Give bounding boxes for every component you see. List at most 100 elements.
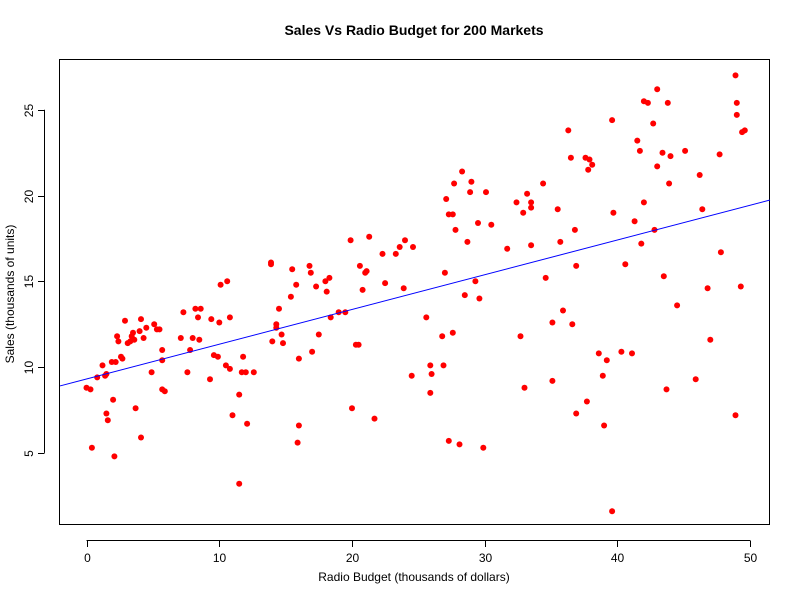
data-point bbox=[268, 259, 274, 266]
data-point bbox=[549, 319, 556, 326]
data-point bbox=[638, 240, 645, 247]
data-point bbox=[294, 439, 301, 446]
data-point bbox=[704, 285, 711, 292]
data-point bbox=[528, 242, 535, 249]
x-axis: 0 10 20 30 40 50 bbox=[84, 540, 757, 565]
data-point bbox=[242, 369, 249, 376]
x-tick-label: 20 bbox=[346, 551, 360, 565]
data-point bbox=[560, 307, 566, 314]
data-point bbox=[280, 340, 286, 347]
data-point bbox=[244, 420, 251, 427]
data-point bbox=[112, 359, 119, 365]
data-point bbox=[250, 369, 257, 376]
data-point bbox=[196, 336, 203, 343]
data-point bbox=[472, 278, 479, 285]
data-point bbox=[737, 283, 744, 290]
data-point bbox=[674, 302, 681, 309]
x-tick-label: 30 bbox=[479, 551, 493, 565]
data-point bbox=[224, 278, 231, 285]
data-point bbox=[445, 437, 452, 444]
data-point bbox=[573, 262, 580, 269]
data-point bbox=[326, 274, 333, 281]
data-point bbox=[130, 329, 136, 336]
data-point bbox=[504, 245, 511, 252]
data-point bbox=[226, 365, 233, 372]
data-point bbox=[136, 328, 143, 335]
data-point bbox=[184, 369, 191, 376]
data-point bbox=[189, 335, 196, 341]
data-point bbox=[475, 220, 481, 226]
data-point bbox=[480, 444, 487, 451]
data-point bbox=[528, 204, 535, 211]
data-point bbox=[569, 321, 576, 328]
data-point bbox=[634, 137, 641, 144]
data-point bbox=[138, 316, 144, 323]
data-point bbox=[143, 324, 150, 331]
data-point bbox=[356, 262, 363, 269]
data-point bbox=[654, 86, 661, 93]
data-point bbox=[410, 244, 416, 250]
data-point bbox=[583, 398, 590, 405]
data-point bbox=[459, 168, 466, 175]
data-point bbox=[306, 262, 313, 269]
data-point bbox=[571, 226, 578, 233]
data-point bbox=[180, 309, 187, 316]
data-point bbox=[322, 278, 329, 285]
data-point bbox=[513, 199, 520, 206]
data-point bbox=[119, 355, 126, 362]
data-points bbox=[83, 72, 748, 515]
data-point bbox=[156, 326, 163, 333]
data-point bbox=[483, 189, 489, 196]
data-point bbox=[347, 237, 354, 244]
data-point bbox=[618, 348, 625, 355]
data-point bbox=[192, 305, 199, 312]
data-point bbox=[207, 376, 213, 383]
data-point bbox=[636, 147, 643, 154]
data-point bbox=[427, 389, 434, 396]
data-point bbox=[520, 209, 527, 216]
data-point bbox=[461, 292, 468, 299]
data-point bbox=[589, 161, 596, 168]
plot-frame bbox=[59, 59, 770, 525]
data-point bbox=[549, 377, 556, 384]
data-point bbox=[696, 172, 703, 178]
data-point bbox=[295, 355, 302, 362]
data-point bbox=[278, 331, 285, 338]
data-point bbox=[111, 453, 118, 460]
data-point bbox=[601, 422, 608, 429]
data-point bbox=[293, 281, 300, 288]
data-point bbox=[629, 350, 635, 357]
y-axis-label: Sales (thousands of units) bbox=[3, 225, 17, 364]
data-point bbox=[640, 199, 647, 206]
data-point bbox=[349, 405, 355, 412]
data-point bbox=[565, 127, 572, 134]
data-point bbox=[148, 369, 155, 376]
regression-line bbox=[59, 199, 771, 387]
data-point bbox=[664, 99, 671, 106]
data-point bbox=[214, 353, 221, 360]
data-point bbox=[236, 391, 243, 398]
data-point bbox=[599, 372, 606, 379]
data-point bbox=[666, 180, 673, 187]
data-point bbox=[644, 99, 651, 106]
data-point bbox=[287, 293, 294, 300]
data-point bbox=[208, 316, 215, 323]
data-point bbox=[468, 178, 475, 185]
data-point bbox=[528, 199, 535, 206]
data-point bbox=[476, 295, 483, 302]
data-point bbox=[464, 238, 471, 245]
data-point bbox=[586, 156, 593, 163]
data-point bbox=[449, 211, 456, 218]
data-point bbox=[366, 233, 373, 240]
data-point bbox=[609, 117, 616, 124]
data-point bbox=[521, 384, 528, 391]
data-point bbox=[161, 388, 168, 395]
data-point bbox=[115, 338, 122, 345]
data-point bbox=[716, 151, 723, 158]
data-point bbox=[733, 111, 740, 118]
data-point bbox=[650, 120, 657, 127]
data-point bbox=[122, 317, 128, 324]
data-point bbox=[131, 336, 138, 343]
data-point bbox=[195, 314, 201, 321]
data-point bbox=[732, 72, 739, 79]
